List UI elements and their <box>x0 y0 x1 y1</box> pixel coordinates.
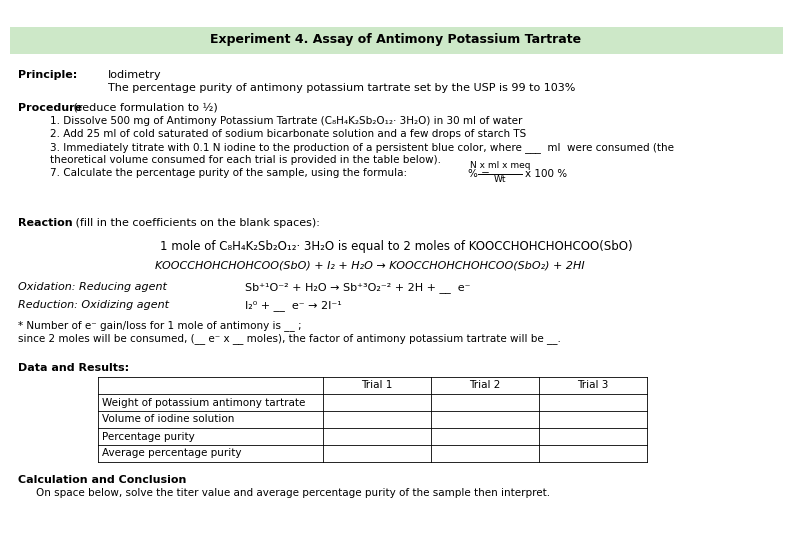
Text: Average percentage purity: Average percentage purity <box>102 448 242 458</box>
Text: (fill in the coefficients on the blank spaces):: (fill in the coefficients on the blank s… <box>72 218 320 228</box>
Text: % =: % = <box>468 169 490 179</box>
Text: since 2 moles will be consumed, (__ e⁻ x __ moles), the factor of antimony potas: since 2 moles will be consumed, (__ e⁻ x… <box>18 333 561 344</box>
Text: Principle:: Principle: <box>18 70 77 80</box>
Text: Percentage purity: Percentage purity <box>102 432 195 442</box>
Text: theoretical volume consumed for each trial is provided in the table below).: theoretical volume consumed for each tri… <box>50 155 441 165</box>
Text: Volume of iodine solution: Volume of iodine solution <box>102 414 235 424</box>
Text: Data and Results:: Data and Results: <box>18 363 129 373</box>
Text: Calculation and Conclusion: Calculation and Conclusion <box>18 475 186 485</box>
Text: 2. Add 25 ml of cold saturated of sodium bicarbonate solution and a few drops of: 2. Add 25 ml of cold saturated of sodium… <box>50 129 527 139</box>
Text: I₂⁰ + __  e⁻ → 2I⁻¹: I₂⁰ + __ e⁻ → 2I⁻¹ <box>245 300 342 311</box>
Text: Reduction: Oxidizing agent: Reduction: Oxidizing agent <box>18 300 169 310</box>
Text: Iodimetry: Iodimetry <box>108 70 162 80</box>
Text: Wt: Wt <box>494 175 506 184</box>
Bar <box>10 27 783 54</box>
Text: x 100 %: x 100 % <box>525 169 567 179</box>
Text: On space below, solve the titer value and average percentage purity of the sampl: On space below, solve the titer value an… <box>36 488 550 498</box>
Text: Reaction: Reaction <box>18 218 73 228</box>
Text: 3. Immediately titrate with 0.1 N iodine to the production of a persistent blue : 3. Immediately titrate with 0.1 N iodine… <box>50 142 674 153</box>
Text: Sb⁺¹O⁻² + H₂O → Sb⁺³O₂⁻² + 2H + __  e⁻: Sb⁺¹O⁻² + H₂O → Sb⁺³O₂⁻² + 2H + __ e⁻ <box>245 282 470 293</box>
Text: The percentage purity of antimony potassium tartrate set by the USP is 99 to 103: The percentage purity of antimony potass… <box>108 83 576 93</box>
Text: Procedure: Procedure <box>18 103 82 113</box>
Text: Trial 3: Trial 3 <box>577 380 609 390</box>
Text: Weight of potassium antimony tartrate: Weight of potassium antimony tartrate <box>102 398 305 408</box>
Text: 1 mole of C₈H₄K₂Sb₂O₁₂· 3H₂O is equal to 2 moles of KOOCCHOHCHOHCOO(SbO): 1 mole of C₈H₄K₂Sb₂O₁₂· 3H₂O is equal to… <box>159 240 632 253</box>
Text: Trial 1: Trial 1 <box>362 380 393 390</box>
Text: 1. Dissolve 500 mg of Antimony Potassium Tartrate (C₈H₄K₂Sb₂O₁₂· 3H₂O) in 30 ml : 1. Dissolve 500 mg of Antimony Potassium… <box>50 116 523 126</box>
Text: (reduce formulation to ½): (reduce formulation to ½) <box>70 103 218 113</box>
Text: Experiment 4. Assay of Antimony Potassium Tartrate: Experiment 4. Assay of Antimony Potassiu… <box>210 33 581 46</box>
Text: * Number of e⁻ gain/loss for 1 mole of antimony is __ ;: * Number of e⁻ gain/loss for 1 mole of a… <box>18 320 301 331</box>
Text: 7. Calculate the percentage purity of the sample, using the formula:: 7. Calculate the percentage purity of th… <box>50 168 407 178</box>
Text: N x ml x meq: N x ml x meq <box>469 161 531 170</box>
Text: Oxidation: Reducing agent: Oxidation: Reducing agent <box>18 282 167 292</box>
Text: Trial 2: Trial 2 <box>469 380 500 390</box>
Text: KOOCCHOHCHOHCOO(SbO) + I₂ + H₂O → KOOCCHOHCHOHCOO(SbO₂) + 2HI: KOOCCHOHCHOHCOO(SbO) + I₂ + H₂O → KOOCCH… <box>155 260 584 270</box>
